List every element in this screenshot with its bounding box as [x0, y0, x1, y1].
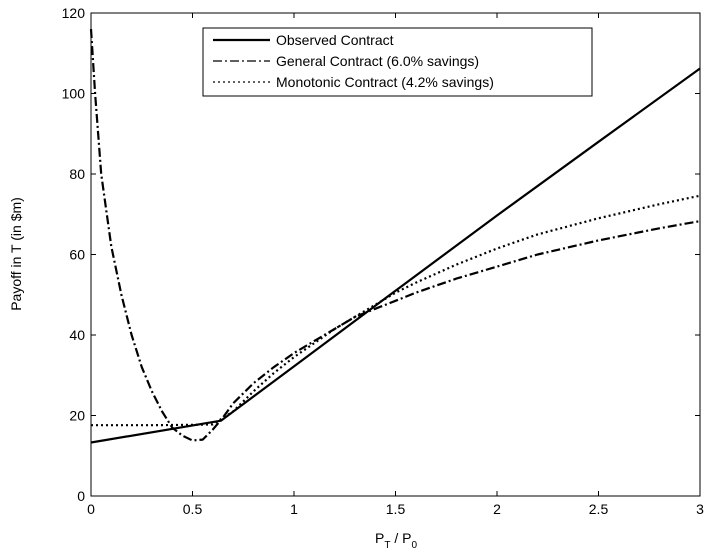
- y-tick-label: 80: [69, 166, 85, 182]
- legend-label: Observed Contract: [276, 32, 394, 48]
- x-axis-label-subscript-t: T: [384, 540, 390, 550]
- axis-ticks: 0 0.5 1 1.5 2 2.5 3 0 20 40 60 80 100 120: [62, 5, 704, 517]
- x-axis-label-subscript-0: 0: [411, 540, 417, 550]
- series-line-monotonic-contract-4-2-savings: [91, 194, 701, 427]
- x-tick-label: 1: [290, 501, 298, 517]
- y-tick-label: 100: [62, 86, 86, 102]
- x-tick-label: 2.5: [589, 501, 609, 517]
- y-tick-label: 60: [69, 247, 85, 263]
- legend: Observed Contract General Contract (6.0% …: [202, 27, 593, 97]
- x-tick-label: 3: [696, 501, 704, 517]
- y-tick-label: 20: [69, 408, 85, 424]
- x-tick-label: 0.5: [183, 501, 203, 517]
- x-axis-label: PT / P0: [375, 530, 417, 550]
- x-tick-label: 0: [87, 501, 95, 517]
- x-tick-label: 2: [493, 501, 501, 517]
- y-tick-label: 120: [62, 5, 86, 21]
- legend-label: Monotonic Contract (4.2% savings): [276, 74, 494, 90]
- x-tick-label: 1.5: [386, 501, 406, 517]
- y-tick-label: 0: [77, 488, 85, 504]
- legend-label: General Contract (6.0% savings): [276, 53, 479, 69]
- y-axis-label: Payoff in T (in $m): [8, 197, 24, 311]
- series-lines: [89, 29, 701, 444]
- y-tick-label: 40: [69, 327, 85, 343]
- series-line-general-contract-6-0-savings: [89, 29, 701, 442]
